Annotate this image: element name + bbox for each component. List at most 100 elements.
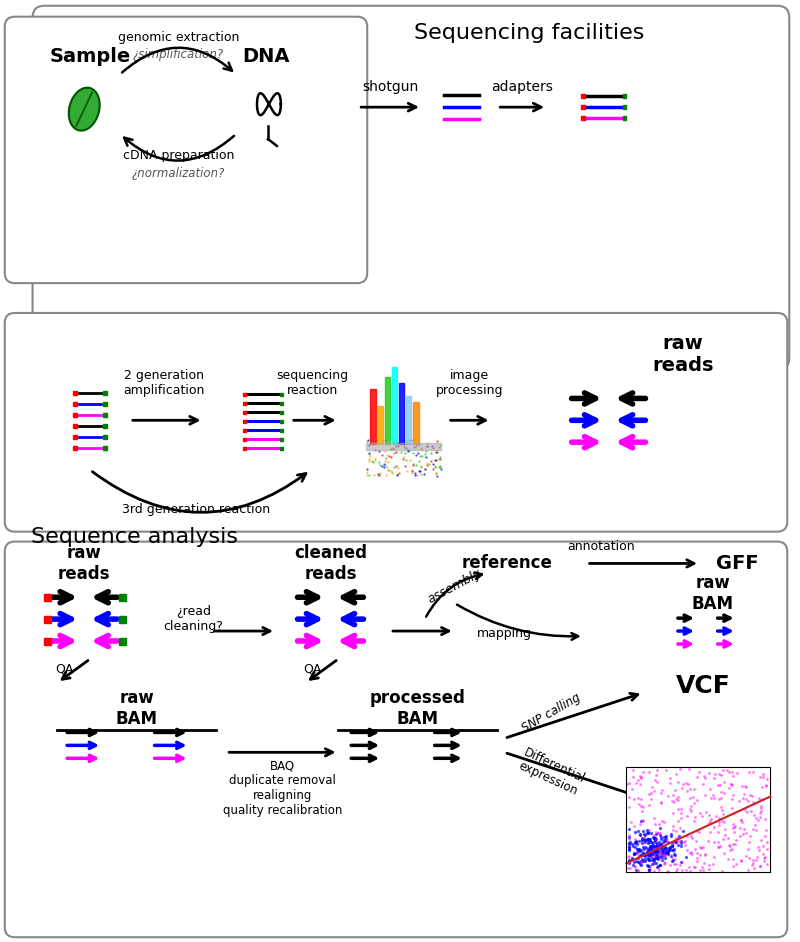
Point xyxy=(654,836,667,852)
Point xyxy=(672,814,685,829)
Point xyxy=(667,843,680,858)
Text: ¿simplification?: ¿simplification? xyxy=(133,48,224,61)
Point xyxy=(634,813,647,828)
Point xyxy=(648,839,661,854)
Point xyxy=(713,811,726,826)
Point xyxy=(642,826,654,841)
Point xyxy=(638,830,650,845)
Bar xyxy=(242,438,246,441)
Point xyxy=(666,835,678,850)
Point xyxy=(722,830,734,845)
Point xyxy=(623,836,636,851)
Point xyxy=(694,863,706,878)
Point xyxy=(674,805,687,820)
Bar xyxy=(366,443,441,450)
Point xyxy=(668,856,681,871)
Point xyxy=(672,802,685,817)
Point xyxy=(671,792,684,807)
Bar xyxy=(103,413,107,416)
Point xyxy=(706,788,719,803)
Point xyxy=(651,837,664,853)
Text: 2 generation
amplification: 2 generation amplification xyxy=(123,368,204,397)
Point xyxy=(636,830,649,845)
Point xyxy=(624,861,637,876)
Point xyxy=(658,847,670,862)
Point xyxy=(623,839,636,854)
Point xyxy=(637,846,650,861)
Point xyxy=(673,829,686,844)
Point xyxy=(687,814,700,829)
Bar xyxy=(626,767,770,871)
Point xyxy=(642,851,654,866)
Point xyxy=(684,844,697,859)
Point xyxy=(659,840,672,855)
Point xyxy=(648,843,661,858)
Point xyxy=(651,845,664,860)
Point xyxy=(694,839,706,854)
Point xyxy=(661,864,674,879)
Point xyxy=(726,769,739,784)
Point xyxy=(654,795,667,810)
Point xyxy=(737,790,750,805)
Bar xyxy=(242,393,246,396)
Point xyxy=(666,842,678,857)
Bar xyxy=(103,435,107,439)
Point xyxy=(646,845,659,860)
Text: QA: QA xyxy=(55,662,74,675)
Point xyxy=(728,824,741,839)
Point xyxy=(623,839,636,854)
FancyBboxPatch shape xyxy=(33,6,790,369)
Point xyxy=(623,832,636,847)
Point xyxy=(634,848,647,863)
Point xyxy=(743,764,756,779)
Point xyxy=(670,767,682,782)
Text: Sample: Sample xyxy=(50,47,130,66)
Point xyxy=(637,839,650,854)
Point xyxy=(646,835,658,850)
Point xyxy=(677,835,690,850)
Point xyxy=(734,853,747,869)
Point xyxy=(669,847,682,862)
Point xyxy=(655,840,668,855)
Text: annotation: annotation xyxy=(566,540,634,553)
Point xyxy=(648,856,661,871)
Point xyxy=(630,862,642,877)
Point xyxy=(653,837,666,853)
Point xyxy=(740,804,753,820)
Text: shotgun: shotgun xyxy=(362,80,418,94)
Point xyxy=(646,836,658,851)
Point xyxy=(746,821,759,836)
Point xyxy=(738,803,751,818)
Bar xyxy=(74,413,77,416)
Point xyxy=(725,765,738,780)
Point xyxy=(717,763,730,778)
Point xyxy=(643,832,656,847)
Point xyxy=(644,848,657,863)
Point xyxy=(654,786,667,801)
Point xyxy=(650,838,662,853)
Bar xyxy=(119,616,126,623)
Point xyxy=(628,846,641,861)
Point xyxy=(708,849,721,864)
Point xyxy=(718,815,731,830)
Point xyxy=(683,791,696,806)
Point xyxy=(632,823,645,838)
Point xyxy=(650,855,662,870)
Point xyxy=(659,845,672,860)
Point xyxy=(642,853,655,868)
Point xyxy=(754,804,767,819)
Text: raw
reads: raw reads xyxy=(652,334,714,375)
Point xyxy=(635,836,648,851)
Bar xyxy=(45,594,51,601)
Point xyxy=(734,853,747,868)
Point xyxy=(654,841,666,856)
Point xyxy=(671,834,684,849)
Point xyxy=(718,845,730,860)
Point xyxy=(652,837,665,853)
Point xyxy=(723,839,736,854)
Point xyxy=(693,765,706,780)
Point xyxy=(651,826,664,841)
Point xyxy=(648,838,661,853)
Point xyxy=(628,839,641,854)
Point xyxy=(645,825,658,840)
